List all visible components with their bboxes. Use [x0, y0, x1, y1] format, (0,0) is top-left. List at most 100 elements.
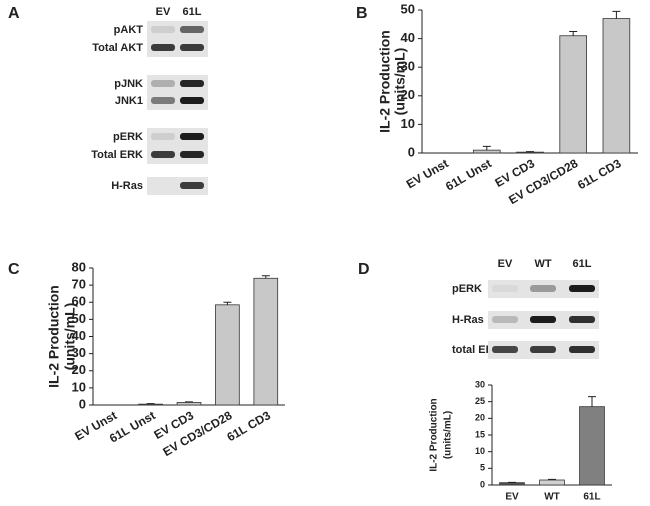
blot-strip [147, 75, 208, 93]
row-label: pERK [452, 283, 482, 295]
y-tick-label: 30 [475, 379, 485, 389]
y-tick-label: 10 [72, 379, 86, 394]
blot-strip [147, 39, 208, 57]
error-bar [548, 478, 556, 480]
row-label: Total ERK [91, 149, 143, 161]
blot-strip [488, 280, 599, 298]
blot-band [151, 97, 175, 104]
row-label: JNK1 [115, 95, 143, 107]
blot-band [569, 285, 595, 292]
blot-band [151, 26, 175, 33]
bar [539, 479, 565, 486]
y-axis-label: (units/mL) [443, 411, 454, 459]
blot-strip [147, 146, 208, 164]
blot-band [569, 346, 595, 353]
x-tick-label: 61L [583, 492, 600, 503]
lane-label: 61L [573, 258, 592, 270]
y-tick-label: 30 [401, 59, 415, 74]
blot-band [492, 316, 518, 323]
bar [499, 482, 525, 486]
error-bar [223, 301, 232, 305]
panel-label: B [356, 5, 368, 22]
y-tick-label: 0 [79, 396, 86, 411]
y-axis-label: (units/mL) [392, 48, 408, 116]
lane-label: WT [534, 258, 551, 270]
x-tick-label: 61L CD3 [224, 408, 273, 444]
bar [253, 277, 279, 406]
y-tick-label: 30 [72, 345, 86, 360]
error-bar [185, 401, 193, 403]
y-tick-label: 10 [475, 446, 485, 456]
bar [176, 402, 202, 406]
row-label: pAKT [114, 24, 144, 36]
error-bar [261, 275, 270, 279]
blot-band [530, 285, 556, 292]
y-tick-label: 40 [401, 30, 415, 45]
blot-band [180, 133, 204, 140]
lane-label: 61L [183, 6, 202, 18]
y-tick-label: 20 [72, 362, 86, 377]
blot-band [151, 151, 175, 158]
error-bar [588, 396, 596, 407]
row-label: H-Ras [452, 314, 484, 326]
bar [559, 35, 587, 154]
error-bar [482, 145, 491, 151]
y-tick-label: 40 [72, 328, 86, 343]
y-tick-label: 25 [475, 396, 485, 406]
blot-band [180, 97, 204, 104]
blot-band [530, 316, 556, 323]
blot-band [180, 26, 204, 33]
y-tick-label: 5 [480, 463, 485, 473]
blot-band [492, 346, 518, 353]
blot-band [569, 316, 595, 323]
y-tick-label: 50 [401, 1, 415, 16]
y-axis-label: IL-2 Production [377, 30, 393, 133]
blot-band [180, 80, 204, 87]
row-label: pJNK [114, 78, 143, 90]
blot-band [151, 133, 175, 140]
error-bar [146, 403, 155, 405]
row-label: H-Ras [111, 180, 143, 192]
y-tick-label: 0 [480, 479, 485, 489]
y-axis-label: (units/mL) [62, 303, 78, 371]
y-tick-label: 60 [72, 294, 86, 309]
blot-band [180, 151, 204, 158]
x-tick-label: WT [544, 492, 560, 503]
lane-label: EV [498, 258, 513, 270]
blot-strip [147, 177, 208, 195]
x-tick-label: 61L Unst [443, 156, 494, 193]
x-tick-label: EV Unst [404, 156, 451, 191]
x-tick-label: EV [505, 492, 519, 503]
y-tick-label: 15 [475, 429, 485, 439]
y-tick-label: 0 [408, 144, 415, 159]
blot-band [180, 44, 204, 51]
y-tick-label: 20 [475, 413, 485, 423]
y-axis-label: IL-2 Production [429, 398, 440, 471]
row-label: pERK [113, 131, 143, 143]
blot-band [180, 182, 204, 189]
bar [579, 406, 605, 486]
panel-label: D [358, 261, 370, 278]
bar [516, 151, 544, 154]
blot-band [151, 80, 175, 87]
blot-band [151, 44, 175, 51]
blot-strip [147, 92, 208, 110]
bar [138, 403, 163, 406]
error-bar [569, 30, 578, 36]
blot-strip [147, 128, 208, 146]
bar [215, 304, 240, 406]
y-tick-label: 10 [401, 116, 415, 131]
y-axis-label: IL-2 Production [46, 285, 62, 388]
blot-band [492, 285, 518, 292]
error-bar [526, 151, 534, 153]
y-tick-label: 80 [72, 259, 86, 274]
lane-label: EV [156, 6, 171, 18]
y-tick-label: 20 [401, 87, 415, 102]
blot-strip [147, 21, 208, 39]
x-tick-label: 61L CD3 [575, 156, 624, 192]
row-label: Total AKT [92, 42, 143, 54]
y-tick-label: 50 [72, 311, 86, 326]
panel-label: C [8, 261, 20, 278]
bar [602, 18, 631, 154]
